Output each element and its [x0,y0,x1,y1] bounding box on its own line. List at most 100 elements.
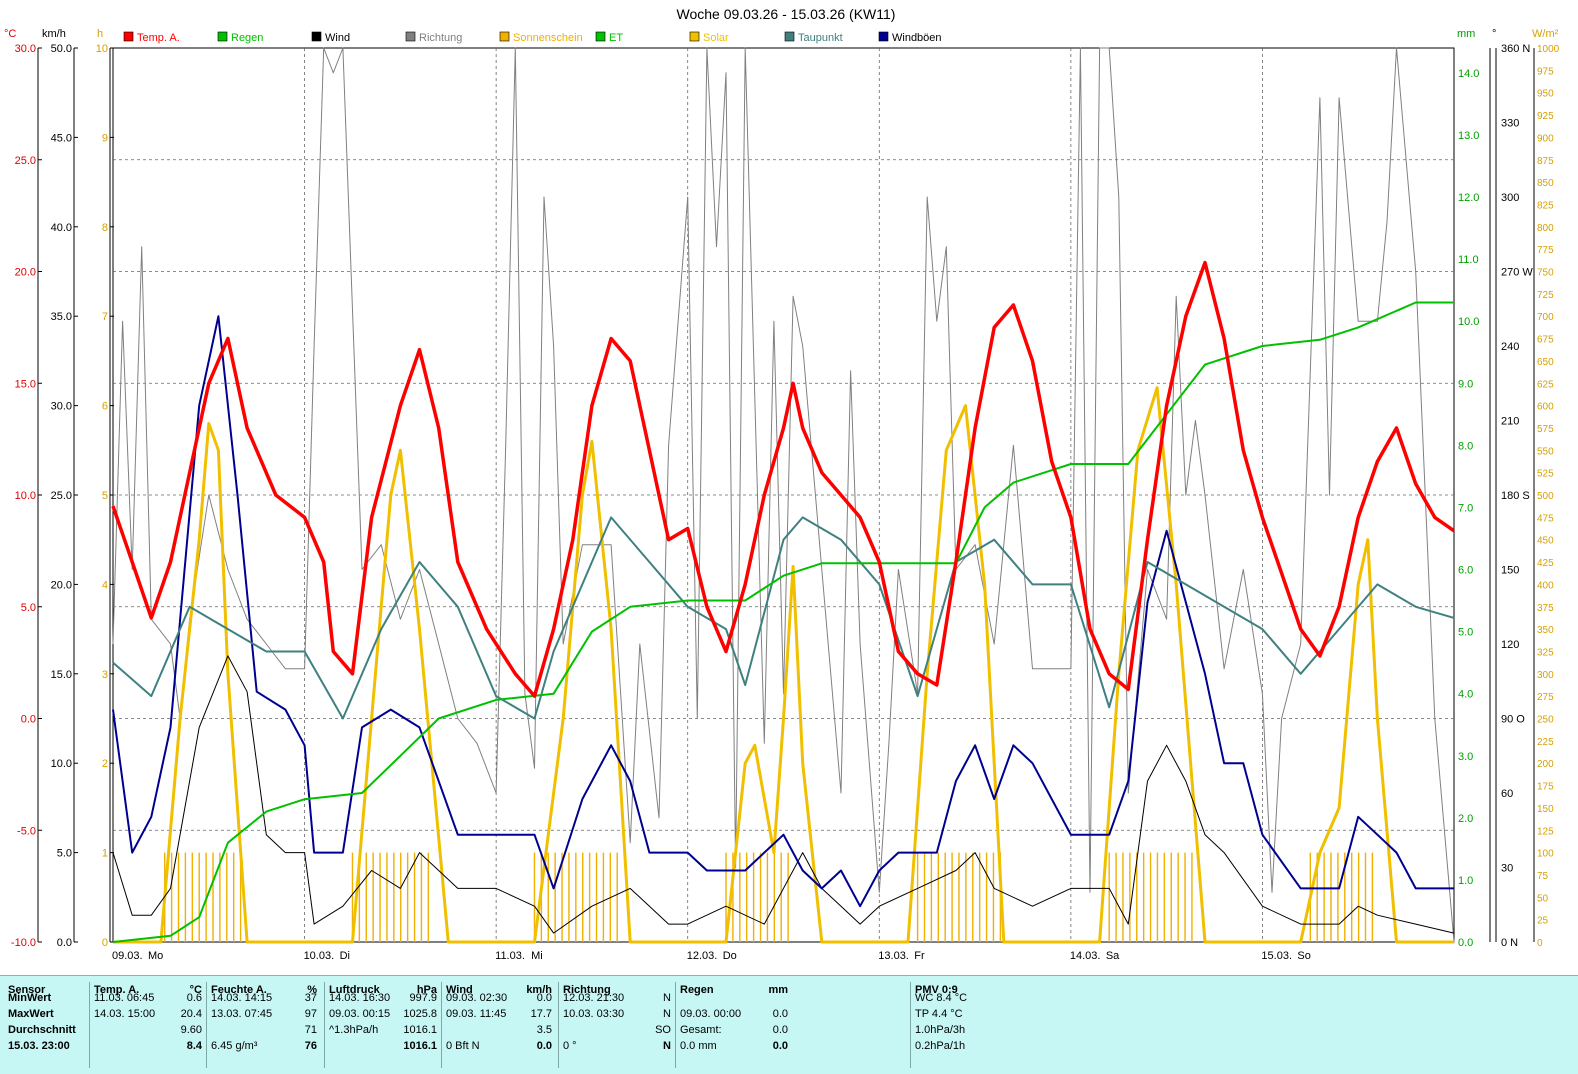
table-column-separator [206,982,207,1068]
x-weekday-label: Mi [531,950,543,962]
table-cell: 0.0 [536,1040,552,1052]
table-column-separator [558,982,559,1068]
legend-swatch [878,31,889,42]
axis-tick-label-sun: 10 [96,43,108,55]
axis-tick-label-sun: 1 [102,848,108,860]
axis-tick-label-rain: 8.0 [1458,440,1473,452]
axis-tick-label-temp: 0.0 [21,714,36,726]
axis-tick-label-rain: 12.0 [1458,192,1479,204]
table-cell: 1016.1 [403,1040,437,1052]
axis-tick-label-wind: 5.0 [57,848,72,860]
axis-tick-label-rain: 1.0 [1458,875,1473,887]
table-cell: Luftdruck [329,984,380,996]
table-cell: 10.03. 03:30 [563,1008,625,1020]
legend-label: Solar [703,32,729,44]
axis-tick-label-wind: 30.0 [51,401,72,413]
chart-grid [112,47,1455,943]
table-cell: 20.4 [180,1008,202,1020]
axis-tick-label-rain: 4.0 [1458,689,1473,701]
series-wind [112,655,1455,934]
axis-tick-label-rain: 9.0 [1458,378,1473,390]
legend-label: ET [609,32,623,44]
axis-tick-label-sun: 6 [102,401,108,413]
axis-tick-label-solar: 450 [1537,536,1554,547]
axis-tick-label-rain: 5.0 [1458,627,1473,639]
table-cell: 17.7 [530,1008,552,1020]
table-cell: SO [655,1024,671,1036]
table-cell: 8.4 [186,1040,202,1052]
axis-tick-label-solar: 300 [1537,670,1554,681]
table-cell: Durchschnitt [8,1024,76,1036]
axis-tick-label-direction: 330 [1501,118,1519,130]
axis-tick-label-rain: 3.0 [1458,751,1473,763]
axis-tick-label-solar: 25 [1537,916,1549,927]
series-taupunkt [112,516,1455,720]
table-cell: ^1.3hPa/h [329,1024,379,1036]
axis-tick-label-direction: 150 [1501,565,1519,577]
x-date-label: 10.03. [304,950,335,962]
axis-tick-label-direction: 0 N [1501,937,1518,949]
plot-area [111,47,1456,944]
axis-tick-label-direction: 180 S [1501,490,1530,502]
axis-tick-label-direction: 270 W [1501,267,1533,279]
table-cell: 0 Bft N [446,1040,480,1052]
axis-tick-label-solar: 325 [1537,647,1554,658]
axis-tick-label-solar: 625 [1537,379,1554,390]
axis-tick-label-solar: 875 [1537,156,1554,167]
axis-tick-label-solar: 675 [1537,335,1554,346]
axis-tick-label-solar: 525 [1537,469,1554,480]
table-cell: 09.03. 02:30 [446,992,508,1004]
table-cell: 09.03. 00:00 [680,1008,742,1020]
axis-tick-label-temp: -10.0 [11,937,36,949]
series-solar [113,386,1454,944]
axis-tick-label-direction: 120 [1501,639,1519,651]
table-cell: 14.03. 16:30 [329,992,391,1004]
axis-tick-label-sun: 7 [102,311,108,323]
table-cell: N [663,1008,671,1020]
axis-tick-label-wind: 0.0 [57,937,72,949]
table-cell: 3.5 [536,1024,552,1036]
axis-unit-rain: mm [1457,28,1475,40]
table-cell: MaxWert [8,1008,54,1020]
table-cell: Feuchte A. [211,984,267,996]
axis-tick-label-solar: 50 [1537,893,1549,904]
series-windb-en [112,315,1454,908]
axis-tick-label-solar: 950 [1537,89,1554,100]
axis-tick-label-solar: 825 [1537,200,1554,211]
right-axes: mm 14.0 13.0 12.0 11.0 10.0 9.0 8.0 7.0 6.0 5.0 4.0… [1457,28,1560,949]
legend-label: Regen [231,32,263,44]
table-column-separator [910,982,911,1068]
axis-tick-label-wind: 20.0 [51,579,72,591]
x-date-label: 13.03. [878,950,909,962]
axis-tick-label-solar: 100 [1537,849,1554,860]
x-axis-labels: 09.03. Mo 10.03. Di 11.03. Mi 12.03. Do 13.03. Fr… [112,950,1311,962]
axis-tick-label-solar: 225 [1537,737,1554,748]
axis-tick-label-solar: 1000 [1537,44,1560,55]
legend-label: Sonnenschein [513,32,583,44]
axis-tick-label-solar: 350 [1537,625,1554,636]
axis-tick-label-solar: 575 [1537,424,1554,435]
table-cell: °C [189,984,202,996]
table-cell: 15.03. 23:00 [8,1040,70,1052]
legend-label: Windböen [892,32,942,44]
axis-tick-label-solar: 0 [1537,938,1543,949]
chart-legend: Temp. A. Regen Wind Richtung Sonnenschein ET S… [123,31,942,44]
table-cell: WC 8.4 °C [915,992,968,1004]
weather-chart: Woche 09.03.26 - 15.03.26 (KW11) Temp. A… [4,6,1560,962]
series-temp-a- [111,260,1456,698]
table-cell: 1.0hPa/3h [915,1024,966,1036]
table-column-separator [89,982,90,1068]
table-cell: 0.0 [536,992,552,1004]
axis-tick-label-temp: 5.0 [21,602,36,614]
table-cell: 12.03. 21:30 [563,992,625,1004]
axis-tick-label-solar: 175 [1537,782,1554,793]
table-cell: 0.0 [772,1008,788,1020]
table-column-separator [441,982,442,1068]
axis-tick-label-sun: 5 [102,490,108,502]
axis-unit-sun: h [97,28,103,40]
axis-tick-label-direction: 240 [1501,341,1519,353]
axis-tick-label-rain: 2.0 [1458,813,1473,825]
axis-tick-label-wind: 35.0 [51,311,72,323]
table-cell: 71 [304,1024,317,1036]
axis-tick-label-sun: 2 [102,758,108,770]
